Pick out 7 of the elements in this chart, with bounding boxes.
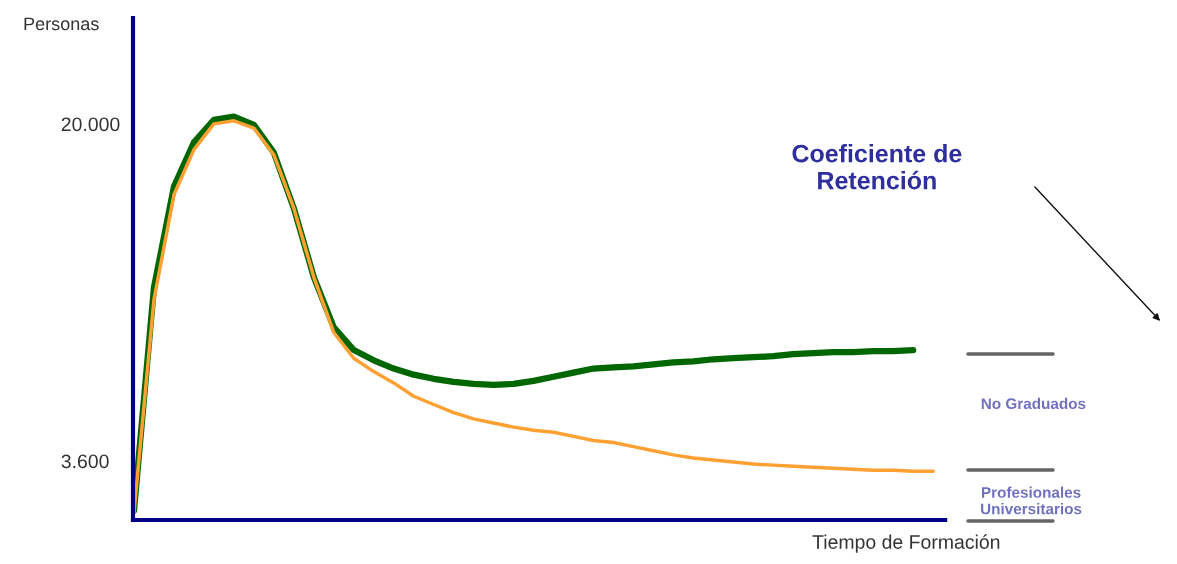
y-tick-label: 3.600	[61, 454, 109, 469]
annotation: Coeficiente de Retención	[792, 144, 962, 190]
text: No Graduados	[981, 397, 1086, 410]
x-axis-title: Tiempo de Formación	[812, 534, 1000, 553]
text: Profesionales Universitarios	[981, 486, 1082, 515]
y-tick-label: 20.000	[61, 117, 120, 132]
y-axis-title: Personas	[24, 17, 99, 31]
